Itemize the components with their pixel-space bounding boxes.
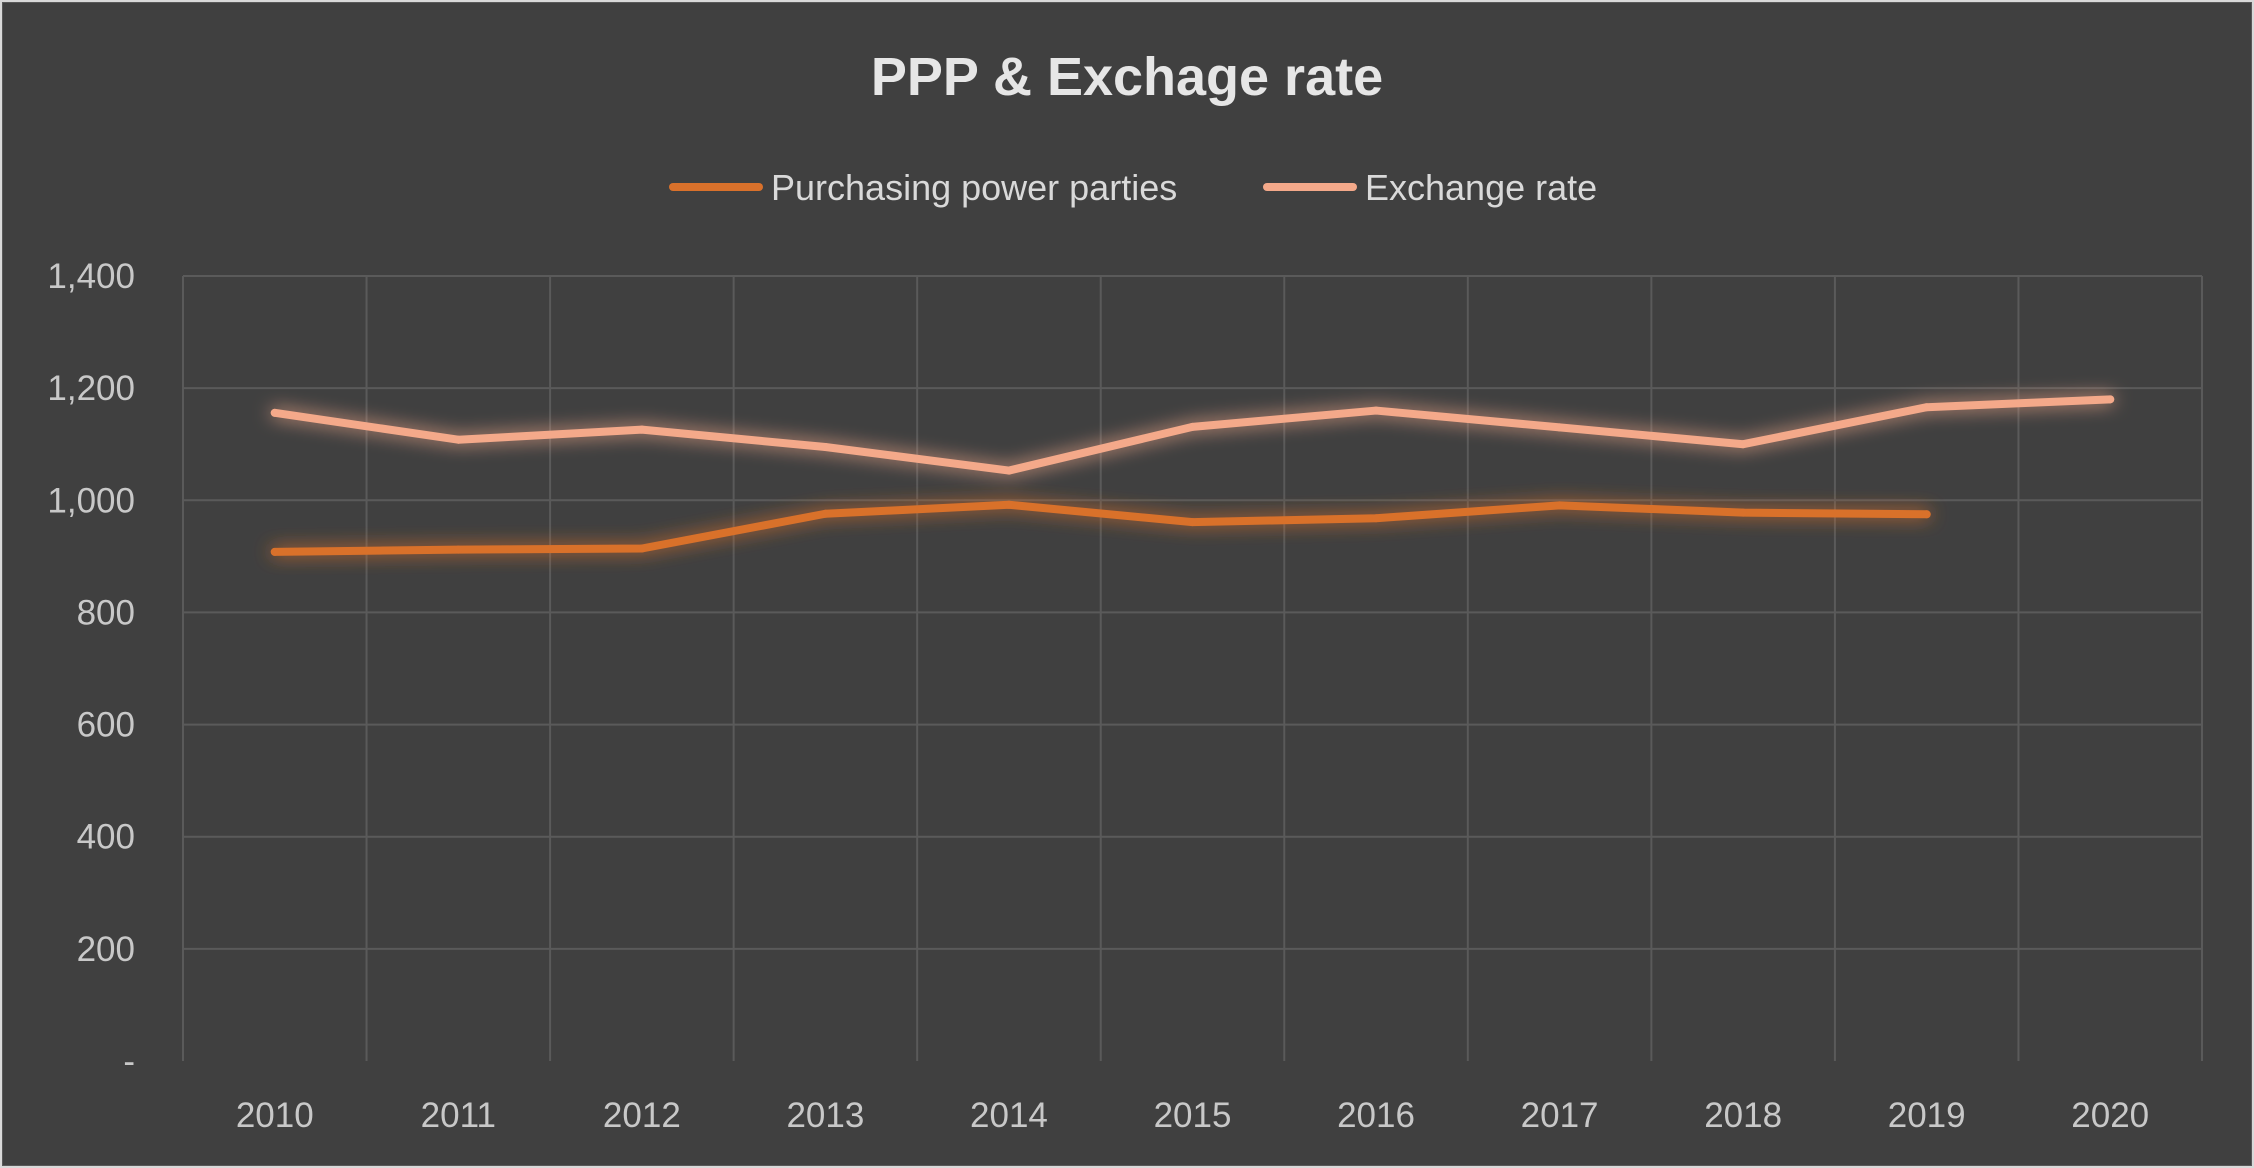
- data-point: [1372, 514, 1381, 523]
- data-point: [1004, 500, 1013, 509]
- series-layer: [270, 395, 2115, 556]
- data-point: [637, 544, 646, 553]
- chart-title: PPP & Exchage rate: [871, 47, 1383, 107]
- x-axis: 2010 2011 2012 2013 2014 2015 2016 2017 2018 2019…: [236, 1096, 2149, 1135]
- gridlines: [182, 275, 2203, 1061]
- x-tick-label: 2011: [421, 1096, 496, 1135]
- data-point: [1555, 423, 1564, 432]
- data-point: [270, 547, 279, 556]
- data-point: [637, 425, 646, 434]
- data-point: [1922, 510, 1931, 519]
- y-tick-label: 600: [77, 706, 135, 745]
- legend: Purchasing power parties Exchange rate: [669, 167, 1597, 208]
- y-tick-label: 400: [77, 818, 135, 857]
- x-tick-label: 2017: [1521, 1096, 1599, 1135]
- data-point: [1739, 440, 1748, 449]
- y-tick-label: 1,200: [47, 369, 135, 408]
- data-point: [1555, 501, 1564, 510]
- x-tick-label: 2010: [236, 1096, 314, 1135]
- data-point: [821, 509, 830, 518]
- x-tick-label: 2015: [1154, 1096, 1232, 1135]
- legend-label: Purchasing power parties: [771, 167, 1177, 208]
- data-point: [270, 408, 279, 417]
- x-tick-label: 2020: [2071, 1096, 2149, 1135]
- x-tick-label: 2013: [786, 1096, 864, 1135]
- x-tick-label: 2016: [1337, 1096, 1415, 1135]
- y-axis: - 200 400 600 800 1,000 1,200 1,400: [47, 257, 135, 1081]
- y-tick-label: 200: [77, 930, 135, 969]
- x-tick-label: 2014: [970, 1096, 1048, 1135]
- data-point: [1922, 403, 1931, 412]
- data-point: [1004, 466, 1013, 475]
- x-tick-label: 2019: [1888, 1096, 1966, 1135]
- line-chart: PPP & Exchage rate Purchasing power part…: [47, 47, 2203, 1135]
- data-point: [1372, 406, 1381, 415]
- data-point: [2106, 395, 2115, 404]
- data-point: [1188, 422, 1197, 431]
- y-tick-label: 1,000: [47, 481, 135, 520]
- data-point: [1188, 518, 1197, 527]
- x-tick-label: 2012: [603, 1096, 681, 1135]
- data-point: [821, 443, 830, 452]
- data-point: [454, 435, 463, 444]
- data-point: [1739, 508, 1748, 517]
- y-tick-label: -: [123, 1042, 135, 1081]
- legend-label: Exchange rate: [1365, 167, 1597, 208]
- y-tick-label: 1,400: [47, 257, 135, 296]
- x-tick-label: 2018: [1704, 1096, 1782, 1135]
- series-line-0: [270, 500, 1931, 556]
- data-point: [454, 545, 463, 554]
- y-tick-label: 800: [77, 593, 135, 632]
